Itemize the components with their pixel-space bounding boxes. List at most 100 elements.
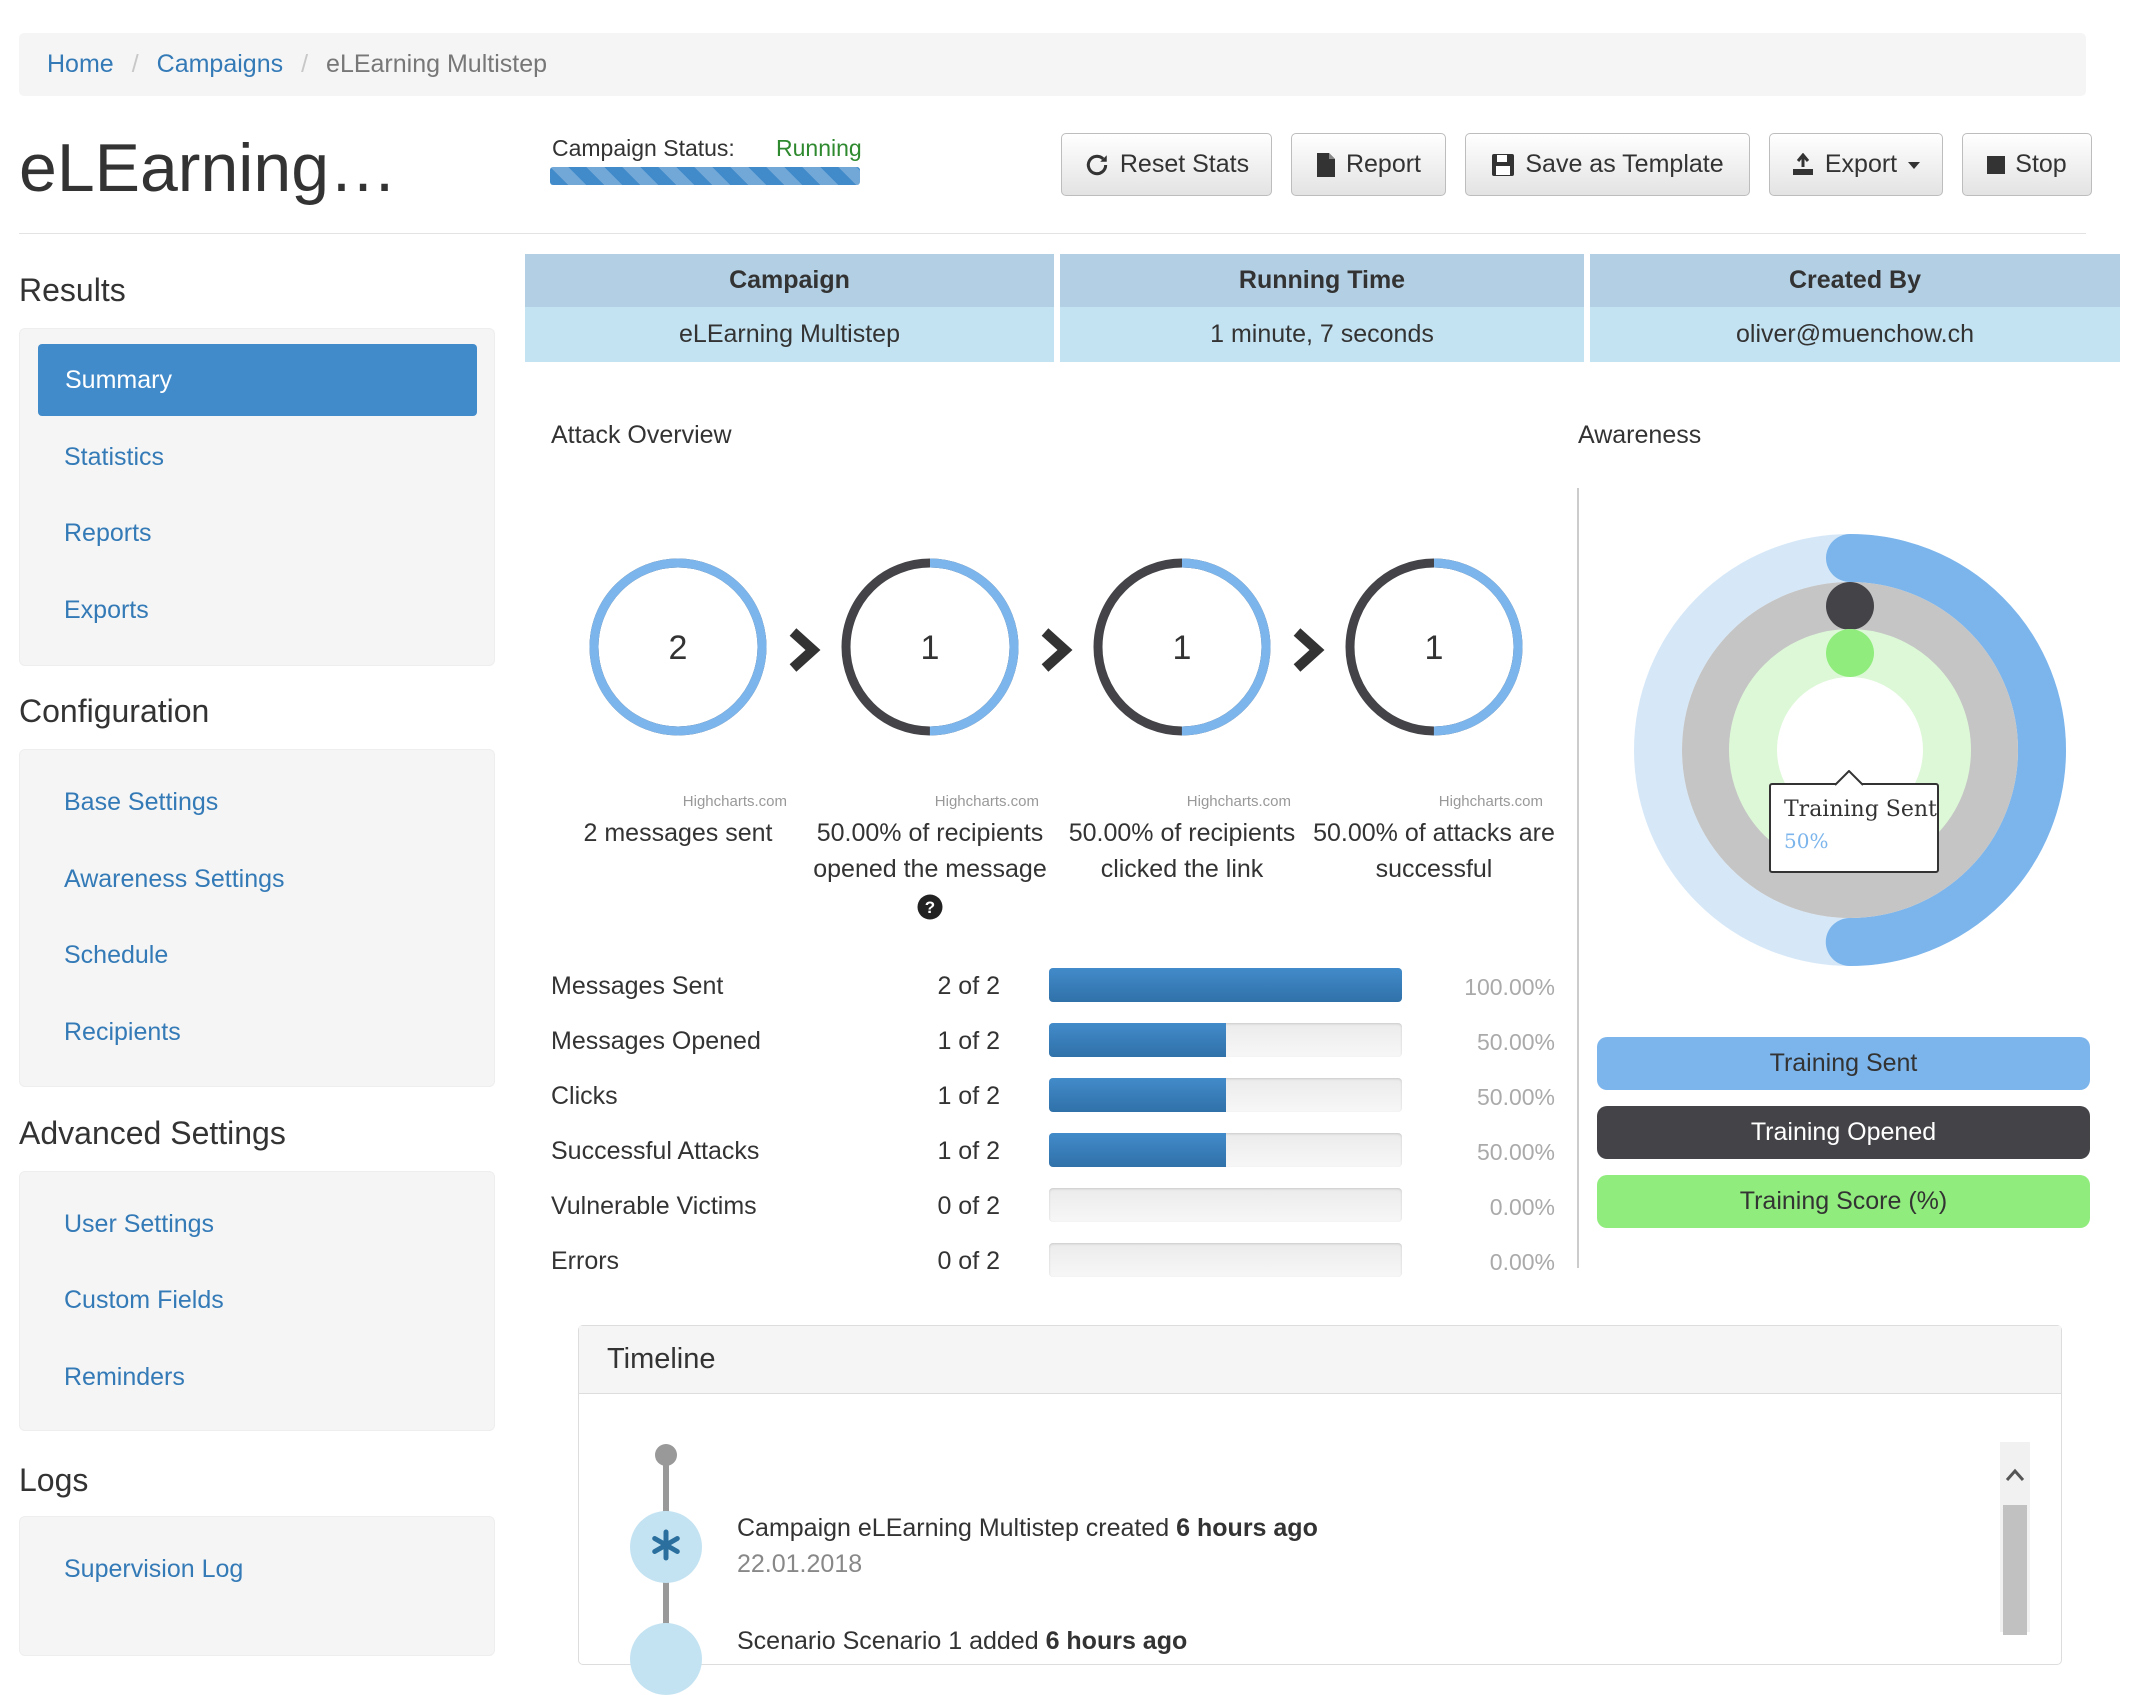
funnel-ring-sent: 2 xyxy=(589,558,767,736)
info-value-campaign: eLEarning Multistep xyxy=(525,307,1054,362)
funnel-ring-count: 1 xyxy=(1173,629,1192,667)
stat-row-count: 0 of 2 xyxy=(937,1192,1000,1220)
timeline-start-dot xyxy=(655,1444,677,1466)
highcharts-credit[interactable]: Highcharts.com xyxy=(682,793,787,810)
stat-row-progress-bar xyxy=(1049,1133,1402,1167)
chevron-right-icon xyxy=(1291,628,1325,677)
stat-row-label: Messages Opened xyxy=(551,1027,761,1055)
stat-row-count: 0 of 2 xyxy=(937,1247,1000,1275)
info-value-running-time: 1 minute, 7 seconds xyxy=(1060,307,1584,362)
legend-training-opened[interactable]: Training Opened xyxy=(1597,1106,2090,1159)
gauge-arc-training-opened[interactable] xyxy=(1826,582,1874,630)
stop-button[interactable]: Stop xyxy=(1962,133,2092,196)
stat-row-progress-bar xyxy=(1049,1243,1402,1277)
timeline-event-badge xyxy=(630,1623,702,1695)
caret-down-icon xyxy=(1907,160,1921,170)
legend-training-sent[interactable]: Training Sent xyxy=(1597,1037,2090,1090)
stat-row-percent: 100.00% xyxy=(1464,974,1555,1000)
funnel-ring-opened: 1 xyxy=(841,558,1019,736)
chevron-right-icon xyxy=(787,628,821,677)
timeline-event-date: 22.01.2018 xyxy=(737,1550,863,1578)
stat-row-percent: 0.00% xyxy=(1489,1194,1555,1220)
breadcrumb-campaigns-link[interactable]: Campaigns xyxy=(156,50,284,78)
stat-row-progress-fill xyxy=(1049,1078,1226,1112)
stat-row-progress-fill xyxy=(1049,1023,1226,1057)
sidebar-item-custom-fields[interactable]: Custom Fields xyxy=(64,1286,224,1314)
highcharts-credit[interactable]: Highcharts.com xyxy=(934,793,1039,810)
timeline-event-when: 6 hours ago xyxy=(1045,1627,1188,1655)
tooltip-value: 50% xyxy=(1784,829,1829,853)
stop-label: Stop xyxy=(2015,150,2067,178)
info-header-campaign: Campaign xyxy=(525,254,1054,307)
page-title: eLEarning… xyxy=(19,130,398,206)
sidebar-heading-advanced-settings: Advanced Settings xyxy=(19,1115,286,1151)
funnel-ring-value xyxy=(1345,558,1523,736)
awareness-title: Awareness xyxy=(1578,421,1702,449)
sidebar-item-user-settings[interactable]: User Settings xyxy=(64,1210,215,1238)
sidebar-item-exports[interactable]: Exports xyxy=(64,596,149,624)
timeline-event-when: 6 hours ago xyxy=(1176,1514,1318,1542)
chevron-up-icon[interactable] xyxy=(2005,1468,2025,1487)
gauge-arc-training-sent[interactable] xyxy=(1634,534,2066,966)
breadcrumb-separator: / xyxy=(301,50,309,78)
export-dropdown-button[interactable]: Export xyxy=(1769,133,1943,196)
sidebar-item-reminders[interactable]: Reminders xyxy=(64,1363,185,1391)
timeline-event-description: Scenario Scenario 1 added xyxy=(737,1627,1039,1655)
header-divider xyxy=(19,233,2086,234)
stat-row-percent: 50.00% xyxy=(1476,1139,1555,1165)
funnel-ring-count: 1 xyxy=(921,629,940,667)
sidebar-item-schedule[interactable]: Schedule xyxy=(64,941,169,969)
stat-row-progress-bar xyxy=(1049,1078,1402,1112)
funnel-label-opened: 50.00% of recipients opened the message xyxy=(813,819,1047,883)
stat-row-progress-bar xyxy=(1049,1188,1402,1222)
breadcrumb-separator: / xyxy=(131,50,139,78)
stat-row-label: Vulnerable Victims xyxy=(551,1192,757,1220)
save-as-template-button[interactable]: Save as Template xyxy=(1465,133,1750,196)
breadcrumb-home-link[interactable]: Home xyxy=(47,50,114,78)
highcharts-credit[interactable]: Highcharts.com xyxy=(1186,793,1291,810)
funnel-ring-successful: 1 xyxy=(1345,558,1523,736)
funnel-label-successful: 50.00% of attacks are successful xyxy=(1313,819,1555,883)
sidebar-item-supervision-log[interactable]: Supervision Log xyxy=(64,1555,244,1583)
report-button[interactable]: Report xyxy=(1291,133,1446,196)
info-value-created-by: oliver@muenchow.ch xyxy=(1590,307,2120,362)
funnel-ring-value xyxy=(1093,558,1271,736)
asterisk-icon xyxy=(649,1528,683,1567)
sidebar-item-summary[interactable]: Summary xyxy=(38,344,477,416)
funnel-ring-count: 1 xyxy=(1425,629,1444,667)
campaign-status-progress-bar xyxy=(550,167,860,185)
highcharts-credit[interactable]: Highcharts.com xyxy=(1438,793,1543,810)
reset-stats-button[interactable]: Reset Stats xyxy=(1061,133,1272,196)
sidebar-item-recipients[interactable]: Recipients xyxy=(64,1018,181,1046)
question-circle-icon[interactable]: ? xyxy=(917,894,943,925)
sidebar-item-reports[interactable]: Reports xyxy=(64,519,152,547)
stat-row-percent: 50.00% xyxy=(1476,1029,1555,1055)
timeline-scrollbar-thumb[interactable] xyxy=(2003,1505,2027,1635)
funnel-ring-clicked: 1 xyxy=(1093,558,1271,736)
sidebar-item-base-settings[interactable]: Base Settings xyxy=(64,788,219,816)
sidebar-heading-results: Results xyxy=(19,272,126,308)
tooltip-pointer xyxy=(1834,769,1864,791)
campaign-status-label: Campaign Status: xyxy=(552,135,735,161)
breadcrumb: Home / Campaigns / eLEarning Multistep xyxy=(19,33,2086,96)
reset-stats-label: Reset Stats xyxy=(1119,150,1250,178)
legend-training-score[interactable]: Training Score (%) xyxy=(1597,1175,2090,1228)
export-label: Export xyxy=(1824,150,1898,178)
sidebar-advanced-panel xyxy=(19,1171,495,1431)
tooltip-label: Training Sent xyxy=(1784,797,1937,822)
report-label: Report xyxy=(1345,150,1422,178)
sidebar-item-awareness-settings[interactable]: Awareness Settings xyxy=(64,865,285,893)
sidebar-item-statistics[interactable]: Statistics xyxy=(64,443,165,471)
gauge-arc-training-score[interactable] xyxy=(1826,629,1874,677)
sidebar-configuration-panel xyxy=(19,749,495,1087)
sidebar-logs-panel xyxy=(19,1516,495,1656)
save-as-template-label: Save as Template xyxy=(1525,150,1724,178)
stat-row-count: 1 of 2 xyxy=(937,1137,1000,1165)
funnel-label-clicked: 50.00% of recipients clicked the link xyxy=(1068,819,1296,883)
timeline-header: Timeline xyxy=(579,1326,2061,1394)
timeline-event-description: Campaign eLEarning Multistep created xyxy=(737,1514,1170,1542)
stat-row-progress-bar xyxy=(1049,968,1402,1002)
campaign-status-value: Running xyxy=(776,135,862,161)
floppy-disk-icon xyxy=(1491,153,1515,177)
info-header-running-time: Running Time xyxy=(1060,254,1584,307)
